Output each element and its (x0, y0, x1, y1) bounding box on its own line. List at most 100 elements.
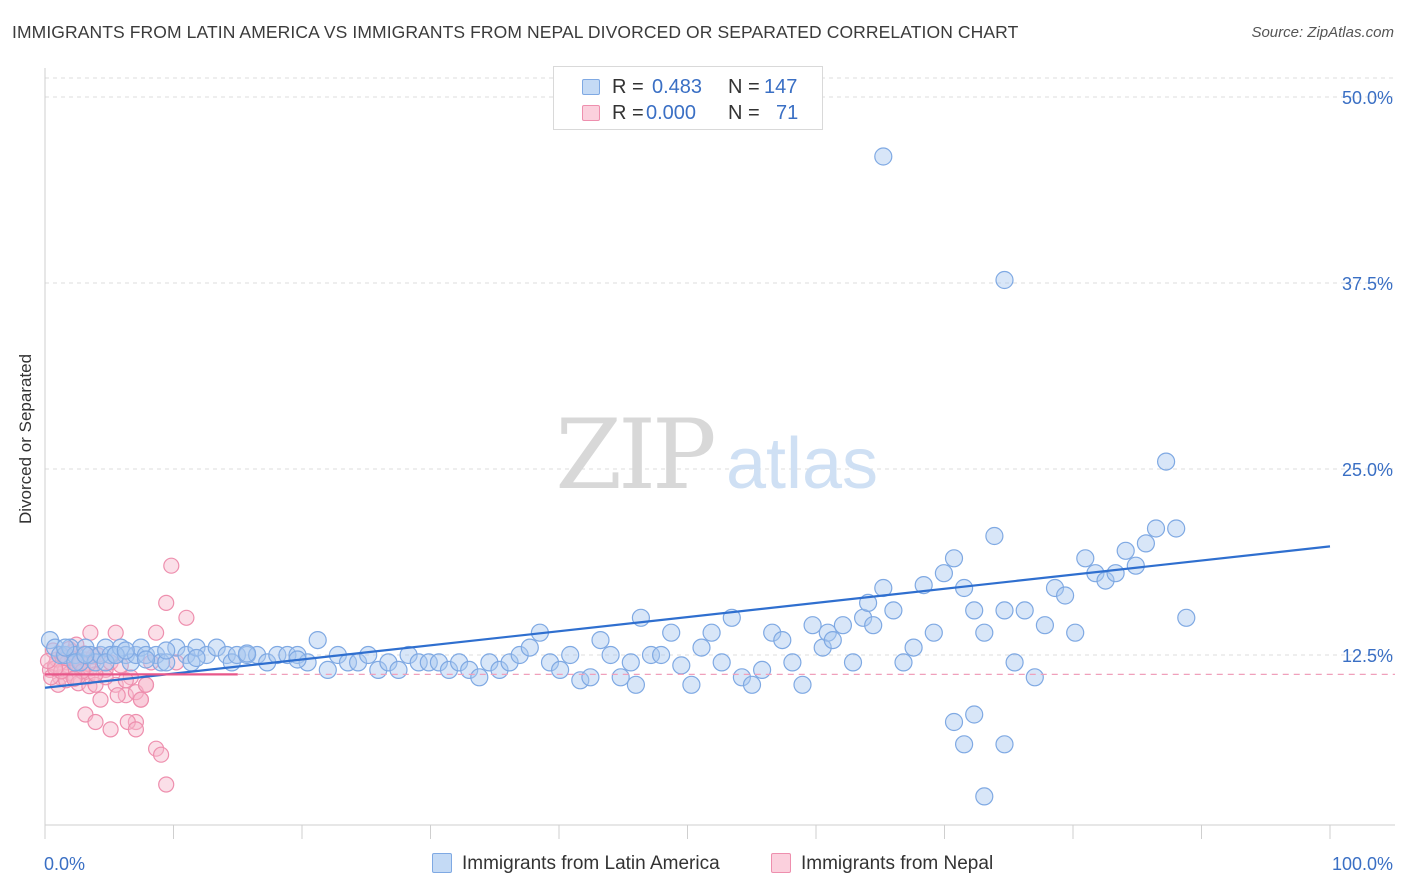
latin-america-point (773, 630, 792, 650)
latin-america-point (823, 630, 842, 650)
latin-america-point (591, 630, 610, 650)
legend-r-label: R = (612, 76, 644, 98)
latin-america-point (106, 645, 125, 665)
latin-america-point (152, 653, 171, 672)
latin-america-point (500, 653, 519, 672)
latin-america-point (904, 638, 923, 657)
latin-america-point (1167, 519, 1186, 538)
latin-america-point (540, 653, 560, 672)
tick-labels: 12.5% 25.0% 37.5% 50.0% 0.0% 100.0% (44, 88, 1393, 874)
latin-america-point (682, 675, 701, 694)
latin-america-point (934, 564, 954, 583)
latin-america-point (399, 645, 418, 665)
latin-america-point (672, 656, 691, 675)
axes (44, 68, 1395, 839)
latin-america-point (1005, 653, 1024, 672)
latin-america-point (1116, 541, 1135, 560)
latin-america-point (752, 660, 772, 680)
bottom-legend-swatch-pink (771, 853, 791, 873)
nepal-point (102, 721, 119, 738)
nepal-point (92, 691, 109, 708)
latin-america-point (944, 549, 964, 568)
latin-america-point (692, 638, 711, 657)
latin-america-point (843, 653, 863, 672)
y-tick-label: 50.0% (1342, 88, 1393, 108)
latin-america-point (561, 645, 580, 665)
latin-america-point (874, 147, 893, 166)
latin-america-point (167, 638, 186, 657)
y-tick-label: 25.0% (1342, 460, 1393, 480)
latin-america-point (954, 735, 974, 754)
latin-america-point (1106, 564, 1125, 583)
latin-america-point (187, 648, 206, 668)
latin-america-point (419, 653, 438, 672)
latin-america-point (884, 601, 903, 620)
latin-america-point (1035, 616, 1055, 635)
nepal-point (153, 746, 170, 763)
nepal-point (168, 654, 185, 671)
latin-america-point (187, 638, 206, 657)
latin-america-point (278, 645, 297, 665)
latin-america-point (1055, 586, 1075, 605)
nepal-point (163, 557, 180, 574)
latin-america-point (894, 653, 913, 672)
latin-america-point (1156, 452, 1176, 471)
latin-america-point (207, 638, 226, 657)
latin-america-point (359, 645, 378, 665)
latin-america-point (1136, 534, 1156, 553)
latin-america-point (1126, 556, 1145, 575)
latin-america-point (924, 623, 943, 642)
latin-america-point (237, 644, 257, 663)
legend-n-value: 71 (776, 102, 799, 124)
latin-america-point (197, 645, 216, 665)
series-latin-america-points (40, 147, 1196, 806)
latin-america-point (308, 630, 327, 650)
latin-america-point (379, 653, 398, 672)
y-tick-label: 37.5% (1342, 274, 1393, 294)
latin-america-point (581, 668, 600, 687)
legend-swatch-pink (582, 105, 600, 121)
latin-america-point (763, 623, 782, 642)
latin-america-point (783, 653, 802, 672)
nepal-point (158, 594, 175, 612)
latin-america-point (76, 645, 95, 665)
latin-america-point (601, 645, 620, 665)
x-tick-label-max: 100.0% (1332, 854, 1393, 874)
watermark-atlas: atlas (726, 424, 878, 504)
y-tick-label: 12.5% (1342, 646, 1393, 666)
nepal-point (127, 721, 144, 738)
latin-america-point (742, 675, 762, 694)
y-axis-label: Divorced or Separated (16, 353, 35, 524)
latin-america-point (864, 616, 883, 635)
chart-title: IMMIGRANTS FROM LATIN AMERICA VS IMMIGRA… (12, 22, 1019, 42)
latin-america-point (803, 616, 822, 635)
latin-america-point (1015, 601, 1034, 620)
bottom-legend-label: Immigrants from Latin America (462, 853, 720, 874)
latin-america-point (793, 675, 812, 694)
latin-america-point (995, 601, 1014, 620)
nepal-point (178, 609, 195, 626)
latin-america-point (965, 601, 984, 620)
latin-america-point (1045, 578, 1065, 598)
latin-america-point (995, 735, 1014, 754)
source-label: Source: ZipAtlas.com (1251, 24, 1394, 41)
latin-america-point (732, 668, 752, 687)
latin-america-point (641, 645, 661, 665)
bottom-legend-nepal: Immigrants from Nepal (771, 851, 993, 877)
latin-america-point (429, 653, 448, 672)
latin-america-point (409, 653, 428, 672)
latin-america-point (136, 645, 156, 665)
latin-america-point (975, 787, 994, 806)
watermark: ZIP atlas (555, 399, 878, 511)
legend-n-label: N = (728, 102, 760, 124)
x-tick-label-min: 0.0% (44, 854, 85, 874)
latin-america-point (116, 641, 135, 660)
legend-swatch-blue (582, 79, 600, 95)
bottom-legend-label: Immigrants from Nepal (801, 853, 994, 874)
latin-america-point (389, 660, 408, 680)
nepal-point (132, 691, 149, 708)
latin-america-point (66, 653, 85, 672)
legend-n-value: 147 (764, 76, 798, 98)
latin-america-point (520, 638, 539, 657)
